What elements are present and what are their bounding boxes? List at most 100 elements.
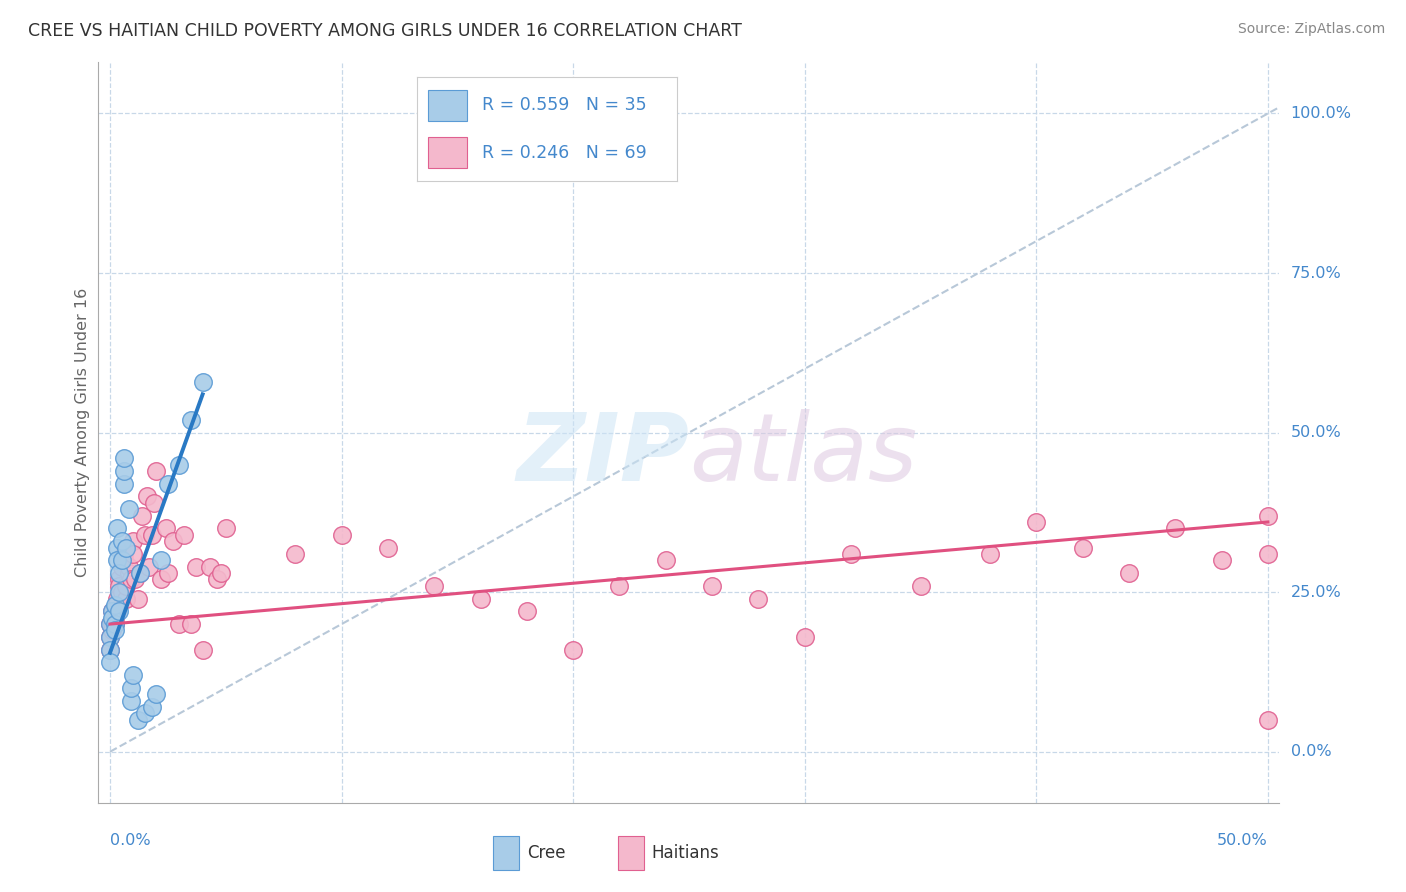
- Point: [108, 604, 131, 618]
- Point: [145, 464, 167, 478]
- Point: [98, 642, 121, 657]
- Point: [104, 624, 127, 638]
- Point: [115, 541, 138, 555]
- Point: [134, 706, 156, 721]
- Point: [104, 617, 127, 632]
- Point: [1257, 713, 1279, 727]
- Y-axis label: Child Poverty Among Girls Under 16: Child Poverty Among Girls Under 16: [75, 288, 90, 577]
- Text: 50.0%: 50.0%: [1291, 425, 1341, 440]
- Point: [122, 547, 145, 561]
- Point: [215, 521, 238, 535]
- Point: [143, 496, 166, 510]
- Point: [101, 617, 124, 632]
- Point: [169, 617, 191, 632]
- Point: [112, 464, 135, 478]
- Point: [141, 700, 163, 714]
- Point: [98, 617, 121, 632]
- Point: [117, 559, 139, 574]
- Point: [470, 591, 492, 606]
- Point: [284, 547, 307, 561]
- Point: [104, 617, 127, 632]
- Point: [180, 413, 202, 427]
- Point: [191, 375, 214, 389]
- Point: [115, 579, 138, 593]
- Point: [180, 617, 202, 632]
- Point: [110, 585, 132, 599]
- Point: [108, 573, 131, 587]
- Point: [101, 604, 124, 618]
- Point: [98, 630, 121, 644]
- Point: [156, 476, 179, 491]
- Point: [108, 585, 131, 599]
- Point: [169, 458, 191, 472]
- Point: [562, 642, 585, 657]
- Point: [105, 541, 128, 555]
- Point: [134, 527, 156, 541]
- Point: [205, 573, 228, 587]
- Point: [138, 559, 160, 574]
- Point: [149, 553, 172, 567]
- Point: [162, 534, 184, 549]
- Point: [105, 591, 128, 606]
- Point: [1257, 508, 1279, 523]
- Point: [793, 630, 815, 644]
- Text: CREE VS HAITIAN CHILD POVERTY AMONG GIRLS UNDER 16 CORRELATION CHART: CREE VS HAITIAN CHILD POVERTY AMONG GIRL…: [28, 22, 742, 40]
- Point: [1257, 547, 1279, 561]
- Point: [979, 547, 1001, 561]
- Point: [127, 591, 149, 606]
- Point: [124, 573, 146, 587]
- Point: [129, 566, 152, 580]
- Text: 25.0%: 25.0%: [1291, 584, 1341, 599]
- Point: [112, 547, 135, 561]
- Point: [112, 476, 135, 491]
- Point: [156, 566, 179, 580]
- Point: [122, 534, 145, 549]
- Point: [330, 527, 353, 541]
- Point: [149, 573, 172, 587]
- Point: [112, 553, 135, 567]
- Point: [839, 547, 862, 561]
- Point: [141, 527, 163, 541]
- Point: [98, 630, 121, 644]
- Point: [700, 579, 723, 593]
- Point: [1071, 541, 1094, 555]
- Point: [191, 642, 214, 657]
- Point: [120, 694, 142, 708]
- Text: ZIP: ZIP: [516, 409, 689, 500]
- Text: atlas: atlas: [689, 409, 917, 500]
- Point: [98, 642, 121, 657]
- Point: [115, 591, 138, 606]
- Point: [129, 566, 152, 580]
- Text: 50.0%: 50.0%: [1218, 833, 1268, 848]
- Point: [117, 566, 139, 580]
- Point: [98, 617, 121, 632]
- Point: [655, 553, 678, 567]
- Point: [127, 713, 149, 727]
- Point: [110, 553, 132, 567]
- Point: [136, 490, 159, 504]
- Point: [1025, 515, 1047, 529]
- Text: 75.0%: 75.0%: [1291, 266, 1341, 281]
- Point: [101, 611, 124, 625]
- Point: [104, 611, 127, 625]
- Point: [1164, 521, 1187, 535]
- Text: 100.0%: 100.0%: [1291, 106, 1351, 121]
- Point: [101, 604, 124, 618]
- Text: 0.0%: 0.0%: [110, 833, 150, 848]
- Point: [155, 521, 177, 535]
- Point: [1211, 553, 1233, 567]
- Point: [131, 508, 153, 523]
- Point: [423, 579, 446, 593]
- Point: [101, 624, 124, 638]
- Point: [110, 559, 132, 574]
- Point: [104, 598, 127, 612]
- Point: [117, 502, 139, 516]
- Point: [122, 668, 145, 682]
- Point: [910, 579, 932, 593]
- Point: [105, 521, 128, 535]
- Point: [198, 559, 221, 574]
- Point: [105, 553, 128, 567]
- Point: [112, 451, 135, 466]
- Text: 0.0%: 0.0%: [1291, 744, 1331, 759]
- Point: [747, 591, 769, 606]
